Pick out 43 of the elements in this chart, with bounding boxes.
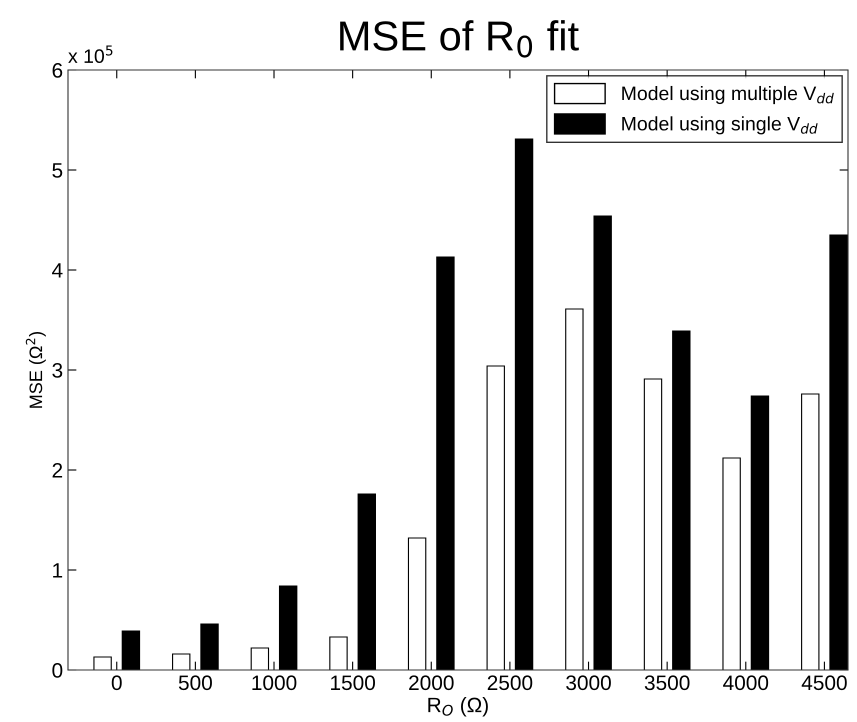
- x-tick-label: 1500: [331, 675, 375, 690]
- bar: [750, 395, 770, 670]
- bar: [329, 636, 348, 670]
- x-tick-label: 0: [112, 675, 122, 690]
- x-tick-label: 4500: [802, 675, 847, 690]
- bar: [801, 393, 820, 670]
- x-tick-label: 1000: [252, 675, 296, 690]
- bar: [200, 623, 219, 670]
- bar: [93, 656, 112, 670]
- x-tick-label: 2500: [488, 675, 532, 690]
- y-tick-label: 2: [52, 463, 62, 478]
- bar: [644, 378, 662, 670]
- bar: [122, 630, 140, 670]
- bar: [408, 537, 426, 670]
- text: x 10$^{5}$: [68, 45, 112, 64]
- x-tick-label: 500: [178, 675, 212, 690]
- legend-label: Model using multiple V$_{dd}$: [622, 86, 834, 104]
- x-tick-label: 4000: [723, 675, 768, 690]
- y-tick-label: 6: [52, 63, 62, 78]
- x-tick-label: 2000: [409, 675, 454, 690]
- bar: [436, 256, 455, 670]
- bar: [172, 653, 190, 670]
- bar: [358, 493, 376, 670]
- legend-label: Model using single V$_{dd}$: [622, 116, 818, 134]
- y-tick-label: 0: [52, 663, 62, 678]
- bar: [486, 365, 505, 670]
- y-axis-title: MSE (Ω$^{2}$): [26, 332, 46, 408]
- y-tick-label: 4: [52, 263, 63, 278]
- chart-title: MSE of R$_{0}$ fit: [340, 20, 579, 58]
- bar: [593, 215, 612, 670]
- y-tick-label: 3: [52, 363, 62, 378]
- bar: [565, 308, 584, 670]
- x-tick-label: 3500: [644, 675, 690, 690]
- bar: [514, 138, 534, 670]
- y-tick-label: 5: [52, 163, 62, 178]
- bar: [278, 585, 298, 670]
- bar: [250, 647, 270, 670]
- x-axis-title: R$_{O}$ (Ω): [428, 697, 488, 716]
- bar: [672, 330, 691, 670]
- y-tick-label: 1: [53, 563, 62, 578]
- bar: [829, 234, 848, 670]
- x-tick-label: 3000: [566, 675, 611, 690]
- bar: [722, 457, 741, 670]
